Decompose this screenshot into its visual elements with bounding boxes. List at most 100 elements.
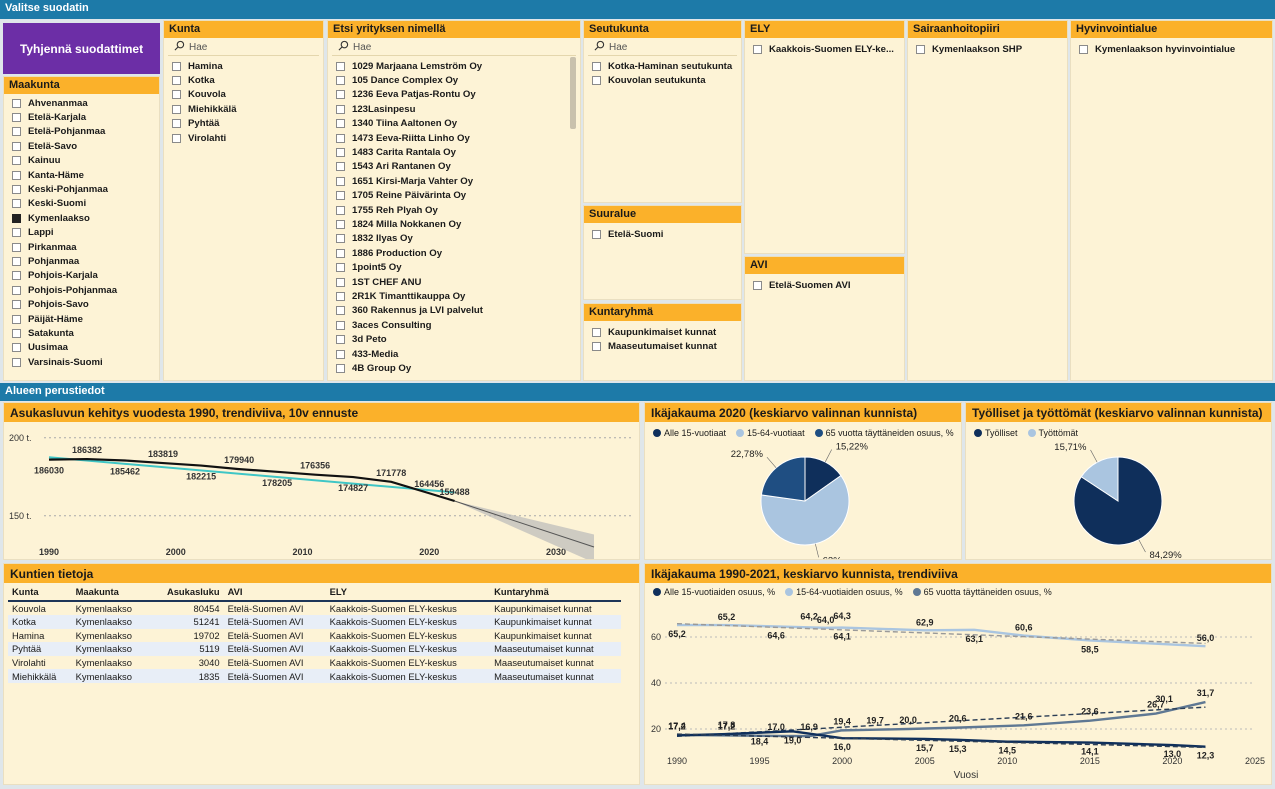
legend-item[interactable]: 65 vuotta täyttäneiden osuus, %: [912, 587, 1052, 597]
slicer-item[interactable]: 1483 Carita Rantala Oy: [336, 145, 580, 159]
slicer-item[interactable]: Pirkanmaa: [12, 240, 159, 254]
checkbox[interactable]: [12, 213, 21, 223]
checkbox[interactable]: [172, 61, 181, 71]
table-row[interactable]: Kouvola Kymenlaakso 80454 Etelä-Suomen AVI K…: [8, 601, 621, 615]
slicer-item[interactable]: 1ST CHEF ANU: [336, 275, 580, 289]
table-row[interactable]: Kotka Kymenlaakso 51241 Etelä-Suomen AVI Kaa…: [8, 615, 621, 629]
slicer-item[interactable]: 2R1K Timanttikauppa Oy: [336, 289, 580, 303]
checkbox[interactable]: [336, 104, 345, 114]
slicer-item[interactable]: 1755 Reh Plyah Oy: [336, 203, 580, 217]
checkbox[interactable]: [172, 119, 181, 129]
table-row[interactable]: Miehikkälä Kymenlaakso 1835 Etelä-Suomen AV…: [8, 669, 621, 683]
checkbox[interactable]: [12, 127, 21, 137]
slicer-item[interactable]: 1543 Ari Rantanen Oy: [336, 160, 580, 174]
checkbox[interactable]: [336, 277, 345, 287]
checkbox[interactable]: [336, 205, 345, 215]
checkbox[interactable]: [12, 228, 21, 238]
slicer-item[interactable]: Varsinais-Suomi: [12, 355, 159, 369]
legend-item[interactable]: 15-64-vuotiaat: [736, 428, 805, 438]
checkbox[interactable]: [12, 271, 21, 281]
legend-item[interactable]: Alle 15-vuotiaat: [653, 428, 726, 438]
slicer-item[interactable]: Etelä-Suomi: [592, 227, 741, 241]
clear-filters-button[interactable]: Tyhjennä suodattimet: [3, 23, 160, 74]
slicer-item[interactable]: Pohjois-Karjala: [12, 269, 159, 283]
column-header[interactable]: Maakunta: [71, 583, 150, 602]
checkbox[interactable]: [592, 61, 601, 71]
checkbox[interactable]: [336, 119, 345, 129]
slicer-item[interactable]: Kouvolan seutukunta: [592, 73, 741, 87]
slicer-item[interactable]: Kanta-Häme: [12, 168, 159, 182]
slicer-item[interactable]: Kymenlaakso: [12, 211, 159, 225]
checkbox[interactable]: [336, 349, 345, 359]
slicer-item[interactable]: 123Lasinpesu: [336, 102, 580, 116]
slicer-item[interactable]: Kotka-Haminan seutukunta: [592, 59, 741, 73]
checkbox[interactable]: [336, 61, 345, 71]
checkbox[interactable]: [753, 280, 762, 290]
checkbox[interactable]: [12, 98, 21, 108]
checkbox[interactable]: [336, 76, 345, 86]
slicer-item[interactable]: Etelä-Karjala: [12, 110, 159, 124]
slicer-item[interactable]: Kymenlaakson SHP: [916, 42, 1067, 56]
slicer-item[interactable]: 433-Media: [336, 347, 580, 361]
slicer-item[interactable]: Kaakkois-Suomen ELY-ke...: [753, 42, 904, 56]
checkbox[interactable]: [12, 256, 21, 266]
checkbox[interactable]: [12, 242, 21, 252]
slicer-item[interactable]: Etelä-Pohjanmaa: [12, 125, 159, 139]
checkbox[interactable]: [12, 141, 21, 151]
slicer-item[interactable]: Etelä-Suomen AVI: [753, 278, 904, 292]
slicer-item[interactable]: 1824 Milla Nokkanen Oy: [336, 217, 580, 231]
slicer-item[interactable]: 1point5 Oy: [336, 260, 580, 274]
checkbox[interactable]: [12, 285, 21, 295]
search-input[interactable]: Hae: [332, 39, 576, 56]
checkbox[interactable]: [336, 291, 345, 301]
slicer-item[interactable]: 105 Dance Complex Oy: [336, 73, 580, 87]
checkbox[interactable]: [12, 343, 21, 353]
slicer-item[interactable]: Kotka: [172, 73, 323, 87]
checkbox[interactable]: [172, 76, 181, 86]
checkbox[interactable]: [336, 263, 345, 273]
slicer-item[interactable]: Keski-Suomi: [12, 197, 159, 211]
checkbox[interactable]: [336, 363, 345, 373]
checkbox[interactable]: [12, 199, 21, 209]
checkbox[interactable]: [172, 104, 181, 114]
legend-item[interactable]: Työlliset: [974, 428, 1018, 438]
slicer-item[interactable]: 1340 Tiina Aaltonen Oy: [336, 117, 580, 131]
slicer-item[interactable]: 3aces Consulting: [336, 318, 580, 332]
checkbox[interactable]: [592, 342, 601, 352]
column-header[interactable]: Kuntaryhmä: [490, 583, 621, 602]
slicer-item[interactable]: Keski-Pohjanmaa: [12, 182, 159, 196]
checkbox[interactable]: [336, 162, 345, 172]
search-input[interactable]: Hae: [168, 39, 319, 56]
legend-item[interactable]: Alle 15-vuotiaiden osuus, %: [653, 587, 775, 597]
slicer-item[interactable]: Pohjois-Pohjanmaa: [12, 283, 159, 297]
slicer-item[interactable]: Kymenlaakson hyvinvointialue: [1079, 42, 1272, 56]
checkbox[interactable]: [336, 234, 345, 244]
checkbox[interactable]: [1079, 44, 1088, 54]
scrollbar[interactable]: [570, 57, 576, 129]
checkbox[interactable]: [12, 113, 21, 123]
slicer-item[interactable]: Virolahti: [172, 131, 323, 145]
legend-item[interactable]: 65 vuotta täyttäneiden osuus, %: [814, 428, 954, 438]
checkbox[interactable]: [12, 328, 21, 338]
checkbox[interactable]: [172, 90, 181, 100]
slicer-item[interactable]: 1832 Ilyas Oy: [336, 232, 580, 246]
checkbox[interactable]: [916, 44, 925, 54]
column-header[interactable]: Kunta: [8, 583, 72, 602]
checkbox[interactable]: [336, 90, 345, 100]
checkbox[interactable]: [12, 185, 21, 195]
slicer-item[interactable]: Pohjanmaa: [12, 254, 159, 268]
checkbox[interactable]: [336, 133, 345, 143]
slicer-item[interactable]: Kaupunkimaiset kunnat: [592, 325, 741, 339]
slicer-item[interactable]: 360 Rakennus ja LVI palvelut: [336, 304, 580, 318]
checkbox[interactable]: [336, 335, 345, 345]
legend-item[interactable]: Työttömät: [1027, 428, 1078, 438]
search-input[interactable]: Hae: [588, 39, 737, 56]
checkbox[interactable]: [336, 176, 345, 186]
slicer-item[interactable]: Ahvenanmaa: [12, 96, 159, 110]
checkbox[interactable]: [336, 306, 345, 316]
slicer-item[interactable]: Päijät-Häme: [12, 312, 159, 326]
checkbox[interactable]: [753, 44, 762, 54]
slicer-item[interactable]: Pyhtää: [172, 117, 323, 131]
slicer-item[interactable]: Satakunta: [12, 326, 159, 340]
slicer-item[interactable]: Kouvola: [172, 88, 323, 102]
